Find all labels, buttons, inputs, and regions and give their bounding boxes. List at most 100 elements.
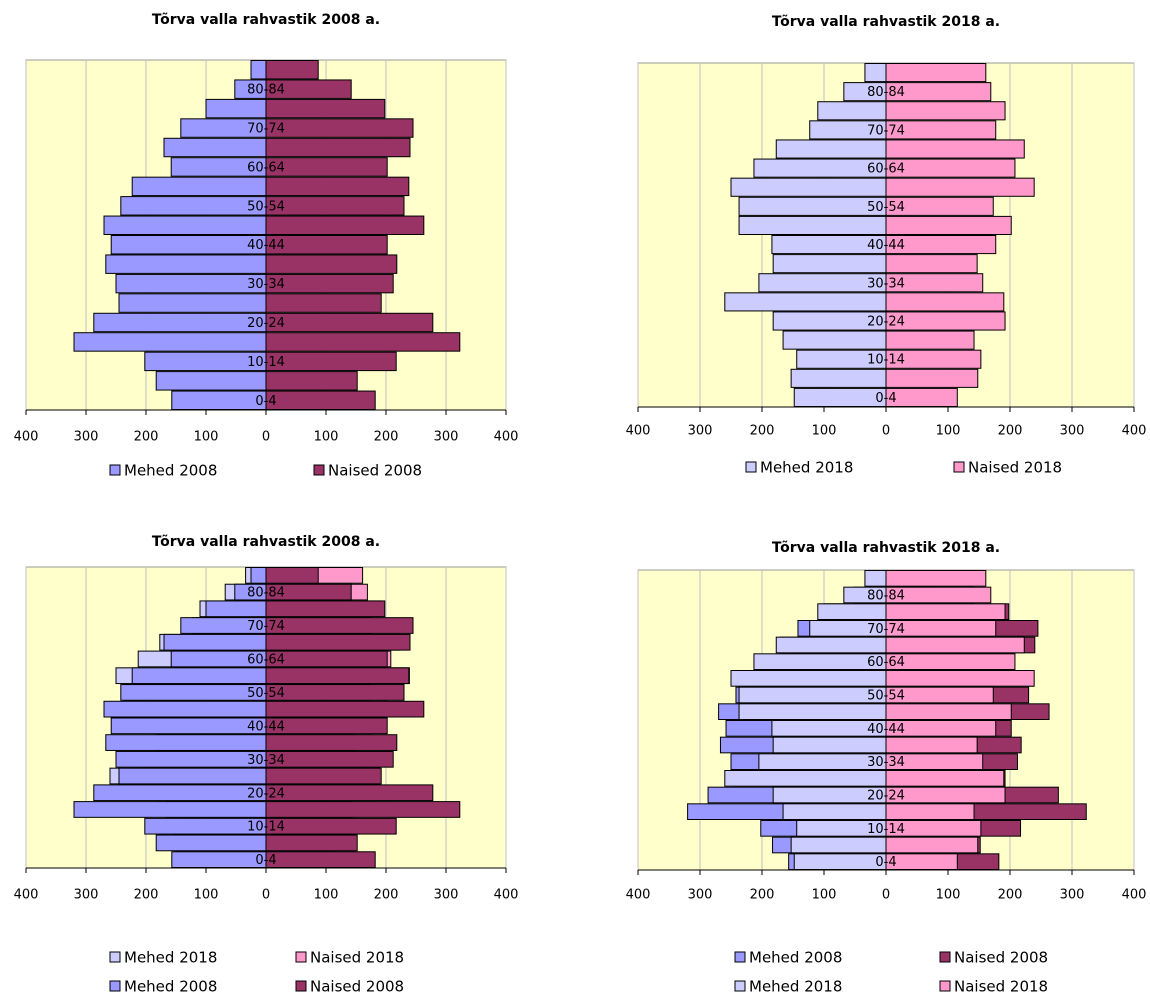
bar — [265, 817, 397, 835]
bar — [265, 750, 394, 768]
bar — [265, 98, 386, 119]
category-label: 30-34 — [247, 277, 285, 292]
bar — [885, 803, 975, 820]
legend-swatch — [939, 980, 951, 992]
x-tick-label: 200 — [374, 430, 399, 445]
legend-swatch — [734, 951, 746, 963]
category-label: 40-44 — [247, 719, 285, 734]
bar — [730, 670, 887, 687]
x-tick-label: 300 — [74, 430, 99, 445]
x-tick-label: 200 — [998, 424, 1023, 439]
bar — [105, 734, 267, 751]
x-tick-label: 200 — [134, 888, 159, 903]
bar — [885, 603, 1006, 620]
x-tick-label: 0 — [262, 888, 270, 903]
bar — [265, 801, 461, 818]
bar — [738, 686, 887, 704]
bar — [885, 101, 1006, 121]
bar — [775, 139, 887, 159]
legend-label: Mehed 2018 — [124, 949, 217, 967]
category-label: 10-14 — [247, 355, 285, 370]
x-tick-label: 300 — [688, 888, 713, 903]
chart-title: Tõrva valla rahvastik 2018 a. — [772, 540, 1000, 556]
bar — [790, 368, 887, 388]
legend-label: Naised 2008 — [310, 978, 404, 995]
bar — [885, 853, 958, 870]
bar — [265, 851, 376, 868]
bar — [265, 700, 425, 718]
bar — [885, 620, 997, 637]
bar — [205, 600, 267, 618]
bar — [171, 390, 267, 410]
bar — [265, 254, 398, 274]
bar — [103, 215, 267, 236]
category-label: 80-84 — [247, 83, 285, 98]
bar — [163, 633, 267, 651]
bar — [864, 570, 887, 587]
bar — [885, 311, 1006, 331]
category-label: 40-44 — [247, 238, 285, 253]
bar — [885, 686, 994, 704]
bar — [885, 570, 987, 587]
category-label: 80-84 — [247, 586, 285, 601]
category-label: 70-74 — [867, 123, 905, 138]
bar — [885, 215, 1012, 235]
x-tick-label: 200 — [750, 888, 775, 903]
bar — [205, 98, 267, 119]
bar — [265, 332, 461, 352]
x-tick-label: 100 — [936, 888, 961, 903]
x-tick-label: 300 — [688, 424, 713, 439]
bar — [163, 137, 267, 158]
x-tick-label: 200 — [374, 888, 399, 903]
x-tick-label: 400 — [626, 888, 651, 903]
legend-swatch — [745, 461, 757, 473]
bar — [817, 603, 887, 620]
bar — [73, 332, 267, 352]
bar — [118, 293, 267, 313]
bar — [885, 387, 958, 407]
bar — [265, 633, 411, 651]
bar — [265, 667, 410, 685]
bar — [790, 836, 887, 854]
bar — [265, 650, 388, 668]
category-label: 0-4 — [255, 394, 276, 409]
bar — [265, 600, 386, 618]
category-label: 50-54 — [867, 200, 905, 215]
x-tick-label: 200 — [134, 430, 159, 445]
category-label: 70-74 — [867, 622, 905, 637]
legend-swatch — [109, 951, 121, 963]
bar — [120, 684, 267, 701]
bar — [155, 371, 267, 391]
bar — [93, 784, 267, 802]
x-tick-label: 100 — [314, 430, 339, 445]
chart-title: Tõrva valla rahvastik 2008 a. — [152, 12, 380, 28]
x-tick-label: 300 — [434, 888, 459, 903]
category-label: 80-84 — [867, 589, 905, 604]
bar — [265, 784, 434, 802]
category-label: 30-34 — [867, 276, 905, 291]
category-label: 70-74 — [247, 122, 285, 137]
x-tick-label: 100 — [194, 430, 219, 445]
bar — [885, 836, 979, 854]
bar — [724, 292, 887, 312]
bar — [864, 63, 887, 83]
bar — [110, 717, 267, 735]
category-label: 20-24 — [867, 315, 905, 330]
bar — [885, 235, 997, 255]
bar — [265, 351, 397, 372]
category-label: 30-34 — [867, 755, 905, 770]
bar — [885, 703, 1012, 720]
bar — [93, 312, 267, 333]
bar — [885, 720, 997, 737]
legend-swatch — [939, 951, 951, 963]
bar — [793, 387, 887, 407]
legend-label: Naised 2008 — [328, 462, 422, 480]
bar — [738, 215, 887, 235]
category-label: 50-54 — [247, 686, 285, 701]
bar — [885, 139, 1025, 159]
bar — [738, 703, 887, 720]
chart-title: Tõrva valla rahvastik 2008 a. — [152, 534, 380, 550]
bar — [730, 177, 887, 197]
category-label: 40-44 — [867, 238, 905, 253]
